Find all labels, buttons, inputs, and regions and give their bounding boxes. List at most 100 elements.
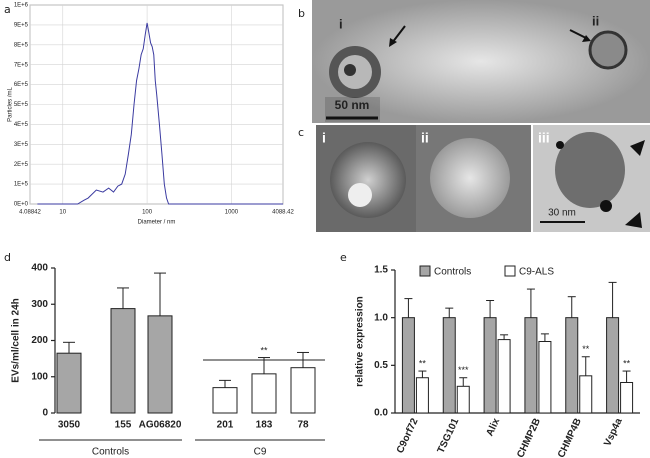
bar [147, 315, 173, 414]
legend-swatch [419, 265, 431, 277]
y-tick-label: 1.5 [374, 265, 388, 276]
legend-swatch [504, 265, 516, 277]
y-tick-label: 100 [31, 371, 48, 382]
image-label: iii [538, 130, 550, 146]
y-tick-label: 0.0 [374, 408, 388, 419]
y-tick-label: 400 [31, 263, 48, 274]
y-tick-label: 0.5 [374, 360, 388, 371]
legend-label: C9-ALS [519, 267, 554, 278]
x-tick-label: 3050 [58, 420, 81, 431]
y-tick-label: 300 [31, 299, 48, 310]
bar [415, 377, 429, 414]
image-label: ii [592, 13, 599, 28]
x-tick-label: Alix [484, 416, 502, 438]
x-tick-label: Vsp4a [602, 416, 625, 448]
vesicle [555, 132, 625, 208]
y-tick-label: 200 [31, 335, 48, 346]
line-series [37, 22, 283, 205]
bar [290, 367, 316, 414]
panel-label: a [4, 3, 11, 16]
inclusion [348, 183, 372, 207]
x-tick-label: 4.08842 [19, 210, 41, 216]
y-tick-label: 3E+5 [14, 142, 29, 148]
y-axis-label: EVs/ml/cell in 24h [11, 298, 22, 382]
panel-label: d [4, 251, 11, 264]
em-image-b: i ii 50 nm [312, 0, 650, 123]
vesicle [430, 138, 510, 218]
y-tick-label: 1E+6 [14, 3, 29, 9]
bar [401, 317, 415, 414]
particle [556, 141, 564, 149]
group-label: C9 [254, 447, 267, 458]
panel-label: c [298, 126, 304, 139]
x-tick-label: CHMP2B [515, 417, 543, 458]
bar [606, 317, 620, 414]
x-tick-label: 100 [142, 210, 153, 216]
significance-label: ** [419, 358, 427, 368]
bar [251, 373, 277, 414]
bar [212, 387, 238, 414]
bar [565, 317, 579, 414]
x-tick-label: CHMP4B [556, 417, 584, 458]
x-tick-label: AG06820 [139, 420, 182, 431]
bar [442, 317, 456, 414]
y-tick-label: 1.0 [374, 312, 388, 323]
bar [56, 352, 82, 414]
x-tick-label: 155 [115, 420, 132, 431]
x-tick-label: 4088.42 [272, 210, 294, 216]
y-tick-label: 6E+5 [14, 82, 29, 88]
x-tick-label: 10 [59, 210, 66, 216]
group-label: Controls [92, 447, 129, 458]
image-label: i [322, 130, 326, 146]
y-tick-label: 2E+5 [14, 162, 29, 168]
scale-label: 30 nm [548, 208, 576, 219]
y-tick-label: 5E+5 [14, 102, 29, 108]
y-tick-label: 9E+5 [14, 22, 29, 28]
y-axis-label: relative expression [355, 296, 366, 387]
panel-label: e [340, 251, 347, 264]
panel-label: b [298, 7, 305, 20]
bar [524, 317, 538, 414]
y-tick-label: 0 [42, 408, 48, 419]
arrow [391, 25, 406, 44]
arrow [569, 29, 587, 39]
x-tick-label: 183 [256, 420, 273, 431]
arrowhead [389, 38, 397, 47]
bar [110, 308, 136, 414]
bar [483, 317, 497, 414]
bar [579, 375, 593, 414]
particle [600, 200, 612, 212]
legend-label: Controls [434, 267, 471, 278]
vesicle [588, 30, 628, 70]
y-tick-label: 1E+5 [14, 182, 29, 188]
bar [456, 385, 470, 414]
x-tick-label: 78 [297, 420, 309, 431]
y-tick-label: 4E+5 [14, 122, 29, 128]
bar [620, 381, 634, 414]
y-axis-label: Particles /mL [8, 87, 14, 122]
arrowhead [630, 140, 645, 156]
bar [538, 341, 552, 414]
vesicle [330, 142, 406, 218]
significance-label: ** [582, 344, 590, 354]
significance-label: ** [260, 345, 268, 355]
arrowhead [625, 212, 642, 228]
x-tick-label: 201 [217, 420, 234, 431]
significance-label: ** [623, 358, 631, 368]
x-tick-label: TSG101 [436, 416, 462, 455]
scale-label: 50 nm [335, 98, 370, 112]
y-tick-label: 0E+0 [14, 202, 29, 208]
x-tick-label: C9orf72 [395, 416, 421, 455]
image-label: i [339, 16, 343, 31]
x-axis-label: Diameter / nm [138, 220, 176, 226]
x-tick-label: 1000 [225, 210, 239, 216]
arrowhead [582, 35, 591, 42]
y-tick-label: 8E+5 [14, 42, 29, 48]
em-image-c: i ii iii 30 nm [316, 125, 650, 232]
y-tick-label: 7E+5 [14, 62, 29, 68]
image-label: ii [421, 130, 429, 146]
bar [497, 339, 511, 414]
inclusion [344, 64, 356, 76]
significance-label: *** [458, 365, 469, 375]
